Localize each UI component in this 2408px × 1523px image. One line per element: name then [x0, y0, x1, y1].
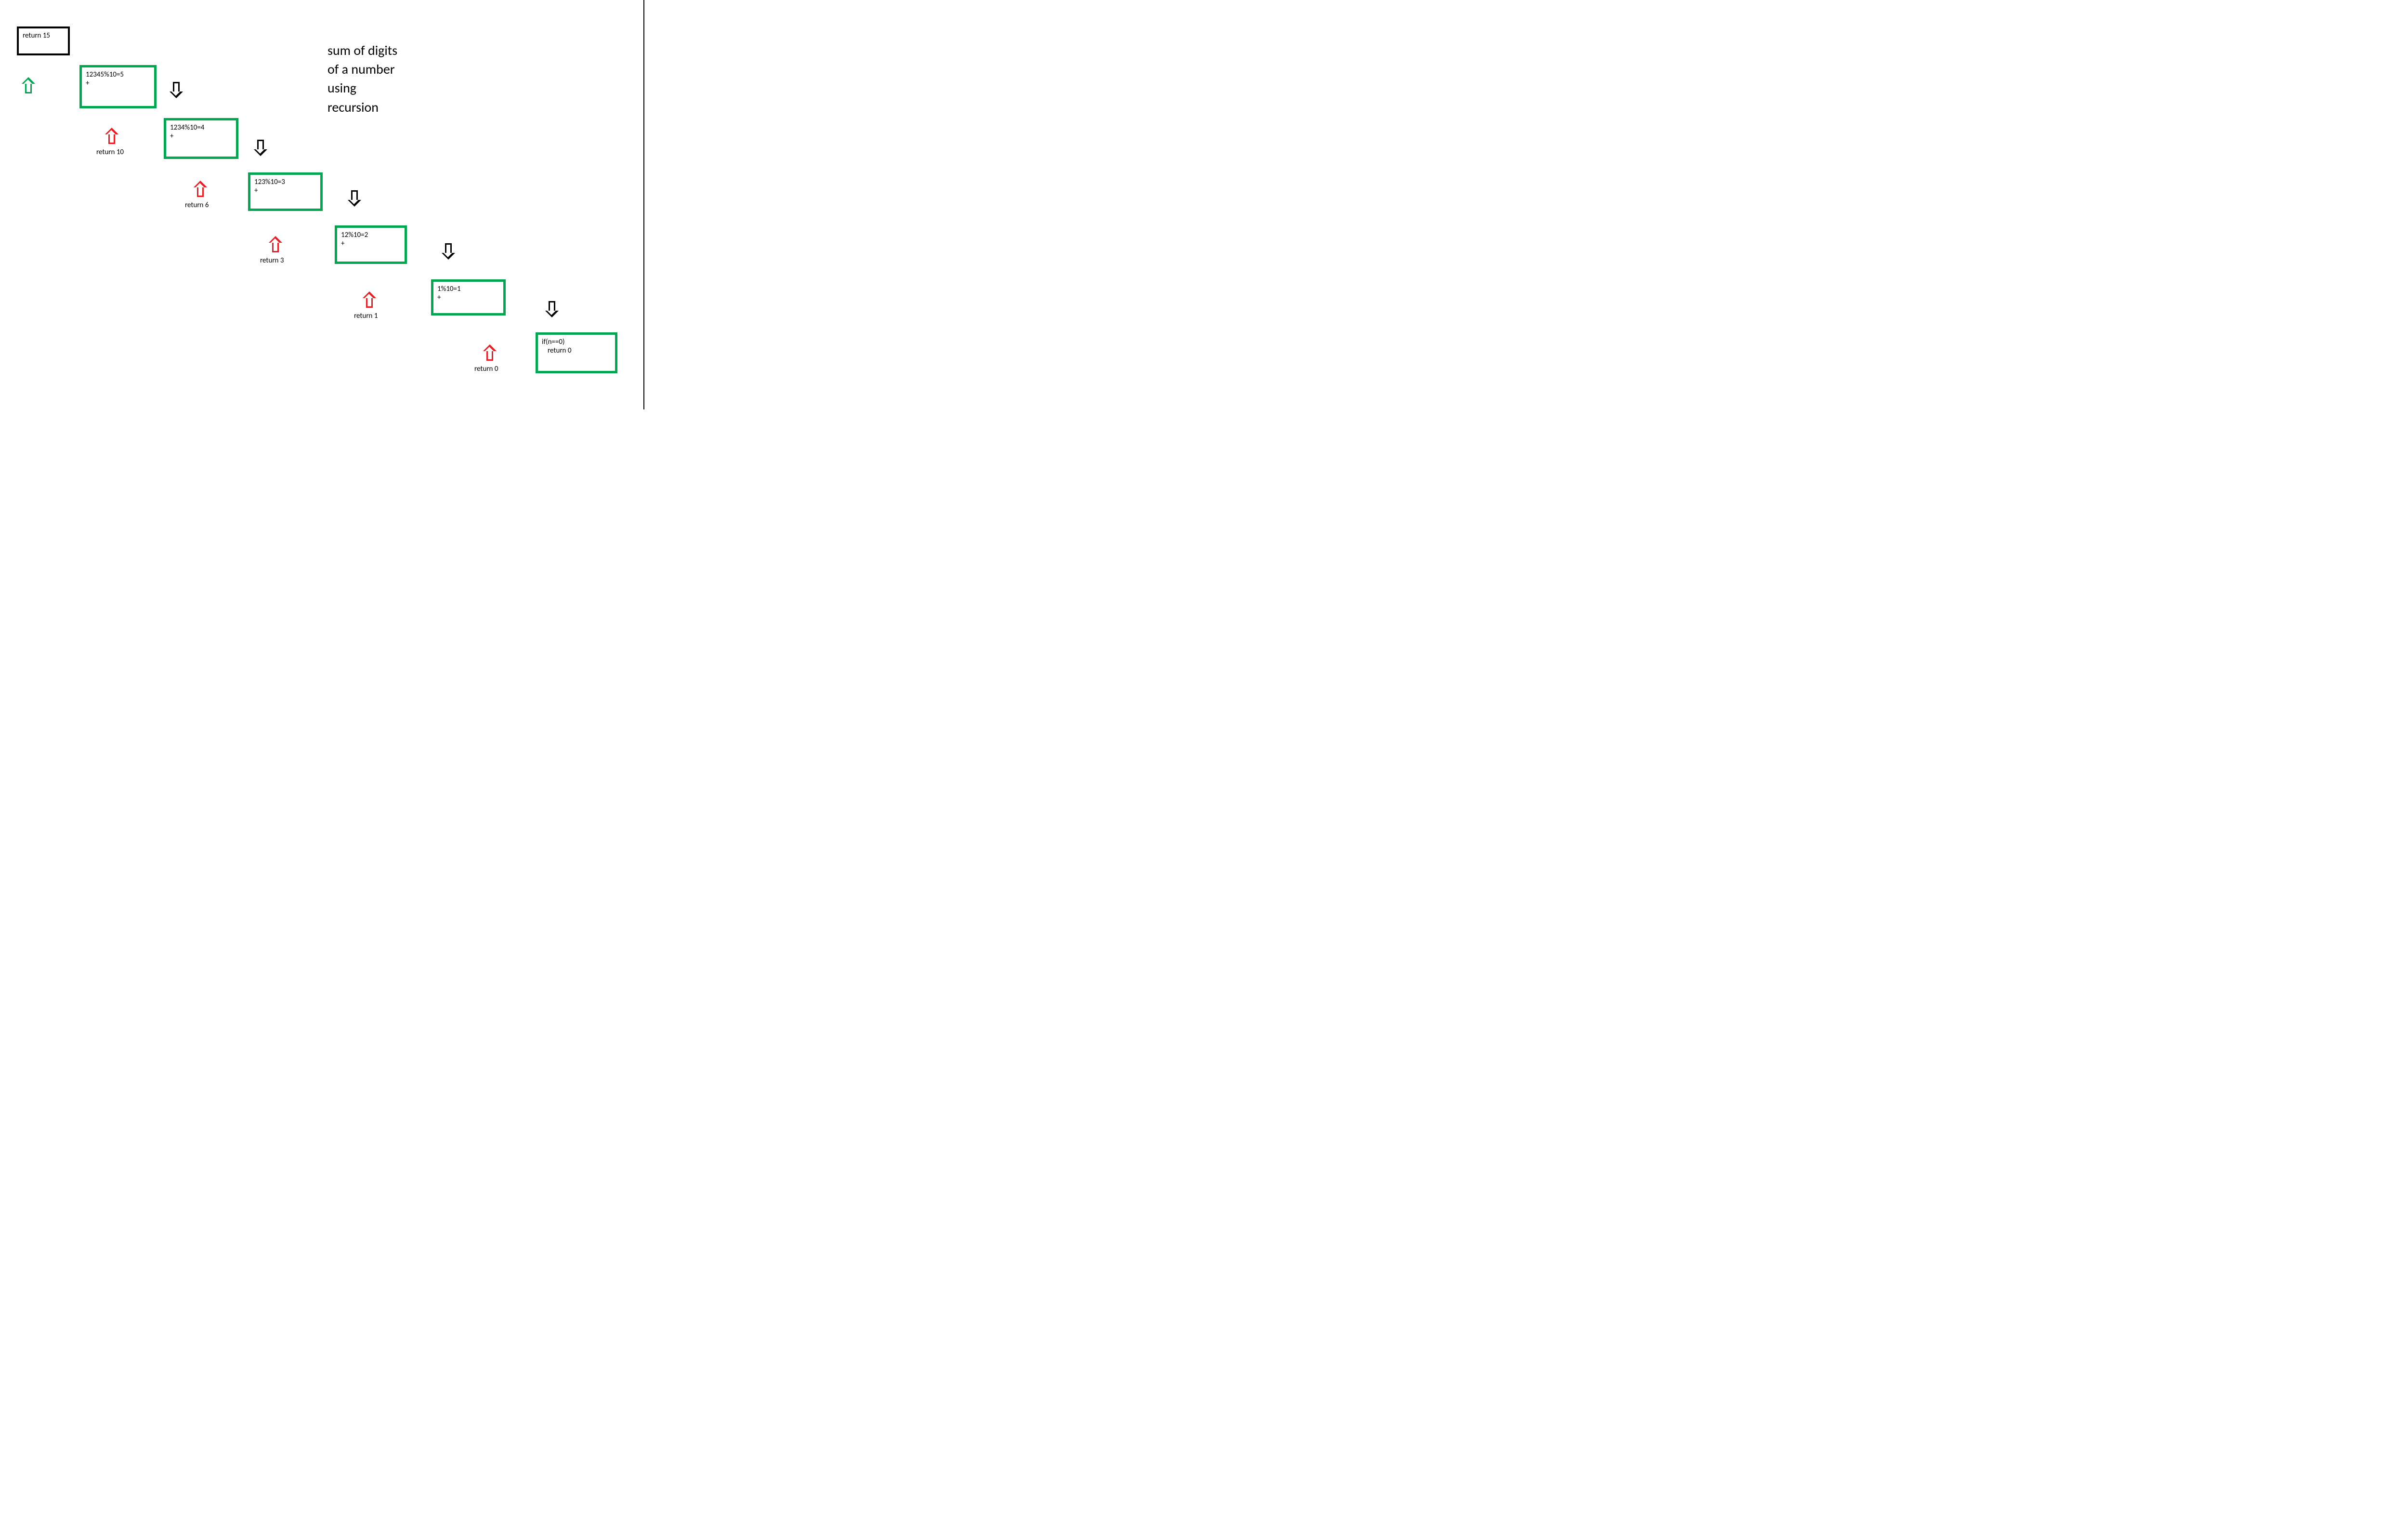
down-arrow-icon: [348, 190, 361, 207]
up-arrow-icon: [105, 128, 118, 144]
diagram-title: sum of digitsof a numberusingrecursion: [327, 41, 397, 117]
recursion-box: return 15: [17, 26, 70, 55]
up-arrow-icon: [363, 291, 376, 308]
down-arrow-icon: [442, 243, 455, 260]
recursion-box: 123%10=3+: [248, 172, 323, 211]
up-arrow-icon: [22, 77, 35, 93]
up-arrow-icon: [194, 181, 207, 197]
right-border-rule: [643, 0, 644, 409]
diagram-stage: sum of digitsof a numberusingrecursion r…: [0, 0, 645, 409]
recursion-box: 12%10=2+: [335, 225, 407, 264]
down-arrow-icon: [545, 301, 559, 317]
recursion-box: 1234%10=4+: [164, 118, 238, 159]
down-arrow-icon: [170, 82, 183, 98]
return-label: return 10: [96, 148, 124, 157]
up-arrow-icon: [483, 344, 497, 361]
up-arrow-icon: [269, 236, 282, 252]
return-label: return 6: [185, 201, 209, 210]
return-label: return 3: [260, 256, 284, 265]
recursion-box: 12345%10=5+: [79, 65, 157, 108]
recursion-box: if(n==0)return 0: [536, 332, 617, 373]
return-label: return 1: [354, 312, 378, 320]
return-label: return 0: [474, 365, 498, 373]
down-arrow-icon: [254, 140, 267, 156]
recursion-box: 1%10=1+: [431, 279, 506, 315]
